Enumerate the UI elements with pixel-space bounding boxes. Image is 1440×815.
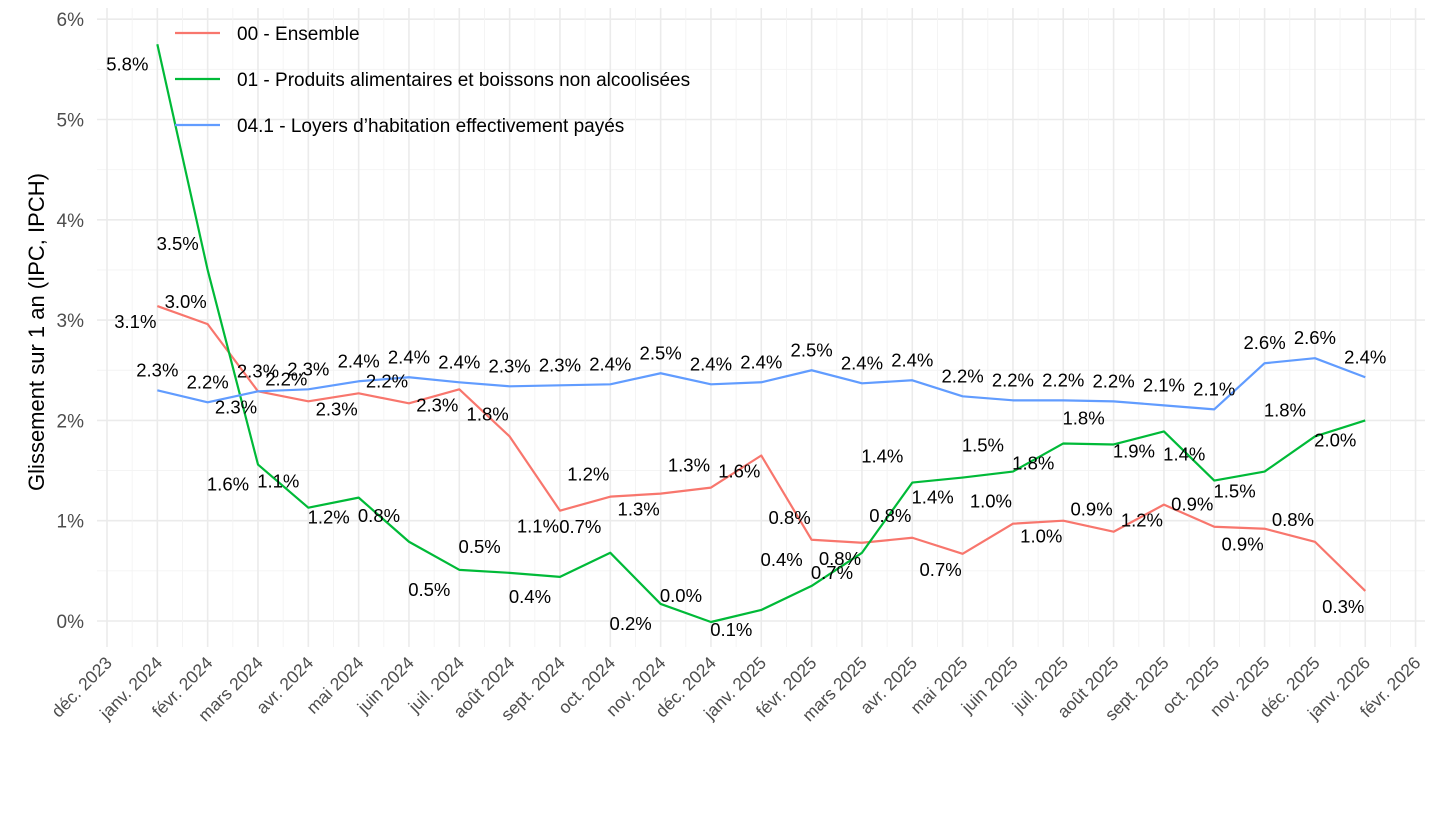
data-label: 1.1% (517, 516, 559, 537)
data-label: 2.2% (187, 371, 229, 392)
data-label: 2.4% (841, 352, 883, 373)
data-label: 2.2% (1042, 369, 1084, 390)
y-tick-label: 2% (57, 411, 85, 432)
y-tick-label: 5% (57, 111, 85, 132)
legend-label: 01 - Produits alimentaires et boissons n… (237, 70, 690, 91)
data-label: 2.6% (1294, 327, 1336, 348)
data-label: 2.5% (640, 342, 682, 363)
data-label: 2.1% (1143, 374, 1185, 395)
data-label: 0.7% (920, 559, 962, 580)
data-label: 2.2% (942, 365, 984, 386)
data-label: 1.4% (861, 446, 903, 467)
data-label: 2.4% (891, 349, 933, 370)
data-label: 0.5% (408, 579, 450, 600)
data-label: 2.4% (690, 353, 732, 374)
data-label: 2.2% (366, 370, 408, 391)
data-label: 1.0% (970, 491, 1012, 512)
data-label: 2.4% (589, 353, 631, 374)
y-axis-title: Glissement sur 1 an (IPC, IPCH) (24, 173, 49, 491)
y-axis: 0% 1% 2% 3% 4% 5% 6% (57, 10, 85, 633)
data-label: 1.2% (567, 464, 609, 485)
data-label: 0.8% (358, 505, 400, 526)
data-label: 1.1% (257, 471, 299, 492)
data-label: 1.8% (467, 403, 509, 424)
data-label: 2.4% (438, 351, 480, 372)
data-label: 0.8% (769, 507, 811, 528)
data-label: 2.3% (316, 398, 358, 419)
data-label: 2.3% (287, 358, 329, 379)
data-label: 1.8% (1264, 399, 1306, 420)
y-tick-label: 4% (57, 211, 85, 232)
data-label: 1.2% (308, 507, 350, 528)
data-label: 0.2% (610, 613, 652, 634)
data-label: 2.3% (416, 394, 458, 415)
data-label: 2.1% (1193, 378, 1235, 399)
legend-label: 00 - Ensemble (237, 24, 360, 45)
data-label: 1.8% (1012, 452, 1054, 473)
data-label: 2.3% (136, 359, 178, 380)
y-tick-label: 0% (57, 612, 85, 633)
legend: 00 - Ensemble 01 - Produits alimentaires … (175, 24, 690, 137)
data-label: 0.0% (660, 585, 702, 606)
legend-label: 04.1 - Loyers d’habitation effectivement… (237, 116, 624, 137)
data-label: 3.1% (114, 311, 156, 332)
data-label: 1.2% (1121, 510, 1163, 531)
y-tick-label: 3% (57, 311, 85, 332)
data-label: 5.8% (106, 53, 148, 74)
data-label: 2.5% (791, 339, 833, 360)
data-label: 2.3% (237, 360, 279, 381)
data-label: 3.0% (165, 291, 207, 312)
y-tick-label: 1% (57, 512, 85, 533)
data-labels: 3.1% 3.0% 2.3% 2.2% 2.3% 2.2% 2.3% 1.8% 1.1% 1.2%… (106, 53, 1386, 640)
data-label: 1.5% (962, 435, 1004, 456)
data-label: 0.4% (509, 586, 551, 607)
data-label: 2.3% (489, 355, 531, 376)
data-label: 2.0% (1314, 429, 1356, 450)
data-label: 1.4% (912, 487, 954, 508)
data-label: 1.0% (1020, 526, 1062, 547)
data-label: 0.9% (1222, 534, 1264, 555)
data-label: 1.3% (668, 455, 710, 476)
data-label: 1.6% (207, 474, 249, 495)
data-label: 2.4% (388, 346, 430, 367)
data-label: 1.5% (1214, 481, 1256, 502)
data-label: 0.5% (459, 536, 501, 557)
data-label: 0.3% (1322, 596, 1364, 617)
data-label: 2.4% (740, 351, 782, 372)
data-label: 1.8% (1063, 407, 1105, 428)
data-label: 2.6% (1244, 332, 1286, 353)
data-label: 1.6% (718, 461, 760, 482)
data-label: 2.3% (539, 354, 581, 375)
data-label: 0.9% (1171, 494, 1213, 515)
data-label: 0.8% (1272, 509, 1314, 530)
data-label: 0.9% (1071, 499, 1113, 520)
data-label: 2.4% (338, 350, 380, 371)
data-label: 0.7% (559, 516, 601, 537)
data-label: 2.4% (1344, 346, 1386, 367)
data-label: 2.2% (1093, 370, 1135, 391)
data-label: 0.8% (869, 505, 911, 526)
data-label: 2.3% (215, 396, 257, 417)
data-label: 1.3% (618, 499, 660, 520)
data-label: 2.2% (992, 369, 1034, 390)
data-label: 1.4% (1163, 444, 1205, 465)
data-label: 0.7% (811, 562, 853, 583)
y-tick-label: 6% (57, 10, 85, 31)
data-label: 3.5% (157, 233, 199, 254)
data-label: 0.4% (761, 549, 803, 570)
data-label: 1.9% (1113, 440, 1155, 461)
data-label: 0.1% (710, 619, 752, 640)
